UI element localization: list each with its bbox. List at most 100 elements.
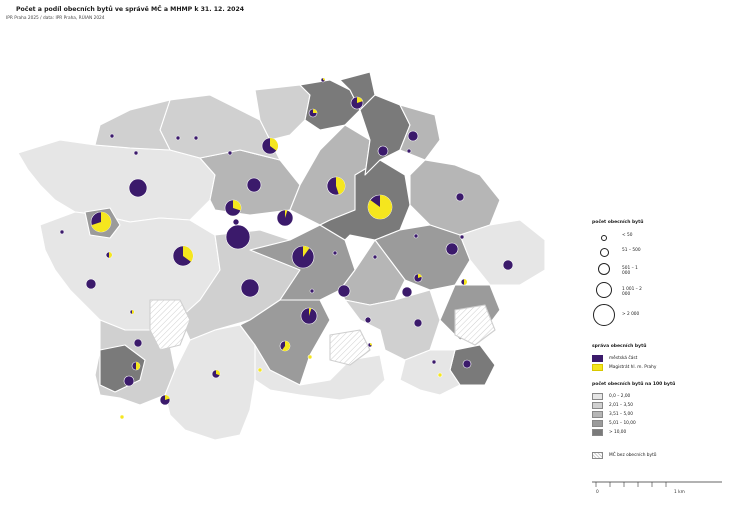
legend-size-row: > 2 000 [592, 302, 643, 328]
district-pie-symbol [332, 250, 338, 256]
legend-density-row: 3,51 – 5,00 [592, 410, 675, 419]
legend-density-row: 0,0 – 2,00 [592, 392, 675, 401]
legend-management-label: Magistrát hl. m. Prahy [609, 365, 657, 370]
legend-size-circle [600, 248, 609, 257]
legend-size-label: 501 – 1 000 [622, 266, 638, 276]
district-pie-symbol [367, 342, 373, 348]
district-pie-symbol [232, 218, 240, 226]
district-pie-symbol [377, 145, 389, 157]
district-pie-symbol [133, 338, 143, 348]
scale-bar-ticks [595, 482, 667, 487]
district-pie-symbol [326, 176, 346, 196]
district-pie-symbol [502, 259, 514, 271]
district-pie-symbol [119, 414, 125, 420]
district-pie-symbol [445, 242, 459, 256]
legend-management-label: městská část [609, 356, 638, 361]
legend-size-row: 1 001 – 2 000 [592, 280, 643, 302]
district-pie-symbol [257, 367, 263, 373]
district-no-housing-2 [329, 329, 371, 366]
district-pie-symbol [372, 254, 378, 260]
legend-swatch-hatch [592, 452, 603, 459]
district-pie-symbol [225, 224, 251, 250]
legend-density-label: 0,0 – 2,00 [609, 394, 631, 399]
district-pie-symbol [406, 148, 412, 154]
legend-size-label: 51 – 500 [622, 248, 641, 253]
district-pie-symbol [59, 229, 65, 235]
legend-size-title: počet obecních bytů [592, 220, 644, 225]
district-pie-symbol [401, 286, 413, 298]
district-pie-symbol [123, 375, 135, 387]
district-pie-symbol [407, 130, 419, 142]
legend-management-mc: městská část [592, 354, 656, 363]
district-pie-symbol [308, 108, 318, 118]
district-pie-symbol [460, 278, 468, 286]
legend-swatch-class3 [592, 411, 603, 418]
district-pie-symbol [224, 199, 242, 217]
legend-swatch-class2 [592, 402, 603, 409]
district-east-far [459, 219, 546, 286]
district-no-housing-3 [454, 304, 496, 346]
district-pie-symbol [276, 209, 294, 227]
legend-density-label: 2,01 – 3,50 [609, 403, 634, 408]
district-polygons [17, 71, 546, 441]
district-pie-symbol [367, 194, 393, 220]
district-pie-symbol [109, 133, 115, 139]
district-pie-symbol [90, 211, 112, 233]
district-pie-symbol [437, 372, 443, 378]
district-pie-symbol [240, 278, 260, 298]
district-pie-symbol [85, 278, 97, 290]
district-pie-symbol [246, 177, 262, 193]
legend-density-label: 5,01 – 10,00 [609, 421, 636, 426]
legend-swatch-class4 [592, 420, 603, 427]
district-no-housing-1 [149, 299, 191, 351]
district-pie-symbol [131, 361, 141, 371]
legend-swatch-class5 [592, 429, 603, 436]
district-pie-symbol [291, 245, 315, 269]
district-pie-symbol [350, 96, 364, 110]
district-pie-symbol [227, 150, 233, 156]
district-pie-symbol [455, 192, 465, 202]
scale-label-end: 1 km [674, 489, 685, 495]
district-south-east-4 [399, 349, 461, 396]
district-pie-symbol [431, 359, 437, 365]
district-pie-symbol [337, 284, 351, 298]
district-pie-symbol [128, 178, 148, 198]
district-pie-symbol [462, 359, 472, 369]
legend-density-label: 3,51 – 5,00 [609, 412, 634, 417]
legend-size-row: 51 – 500 [592, 244, 643, 260]
legend-density-row: 2,01 – 3,50 [592, 401, 675, 410]
legend-size-label: > 2 000 [622, 312, 640, 317]
district-pie-symbol [159, 394, 171, 406]
district-pie-symbol [307, 354, 313, 360]
district-pie-symbol [105, 251, 113, 259]
district-pie-symbol [413, 233, 419, 239]
legend-management-mhmp: Magistrát hl. m. Prahy [592, 363, 656, 372]
legend-swatch-class1 [592, 393, 603, 400]
legend-swatch-mc [592, 355, 603, 362]
district-pie-symbol [129, 309, 135, 315]
legend-size-circle [601, 235, 607, 241]
legend-size-row: < 50 [592, 230, 643, 244]
legend-density-title: počet obecních bytů na 100 bytů [592, 382, 676, 387]
district-pie-symbol [300, 307, 318, 325]
legend-size-circle [598, 263, 610, 275]
map-title: Počet a podíl obecních bytů ve správě MČ… [16, 6, 245, 13]
district-pie-symbol [413, 273, 423, 283]
map-subtitle: IPR Praha 2025 / data: IPR Praha, RÚIAN … [6, 16, 105, 21]
legend-none-label: MČ bez obecních bytů [609, 453, 657, 458]
legend-none-row: MČ bez obecních bytů [592, 451, 656, 460]
district-pie-symbol [193, 135, 199, 141]
legend-size-label: 1 001 – 2 000 [622, 287, 642, 297]
district-pie-symbol [309, 288, 315, 294]
district-praha10 [319, 159, 411, 241]
district-pie-symbol [133, 150, 139, 156]
legend-management-title: správa obecních bytů [592, 344, 647, 349]
scale-bar: 0 1 km [592, 481, 722, 495]
legend-size-circle [593, 304, 615, 326]
legend-density-row: 5,01 – 10,00 [592, 419, 675, 428]
scale-label-start: 0 [596, 489, 599, 495]
district-pie-symbol [261, 137, 279, 155]
legend-size-circle [596, 282, 612, 298]
legend-size-row: 501 – 1 000 [592, 260, 643, 280]
